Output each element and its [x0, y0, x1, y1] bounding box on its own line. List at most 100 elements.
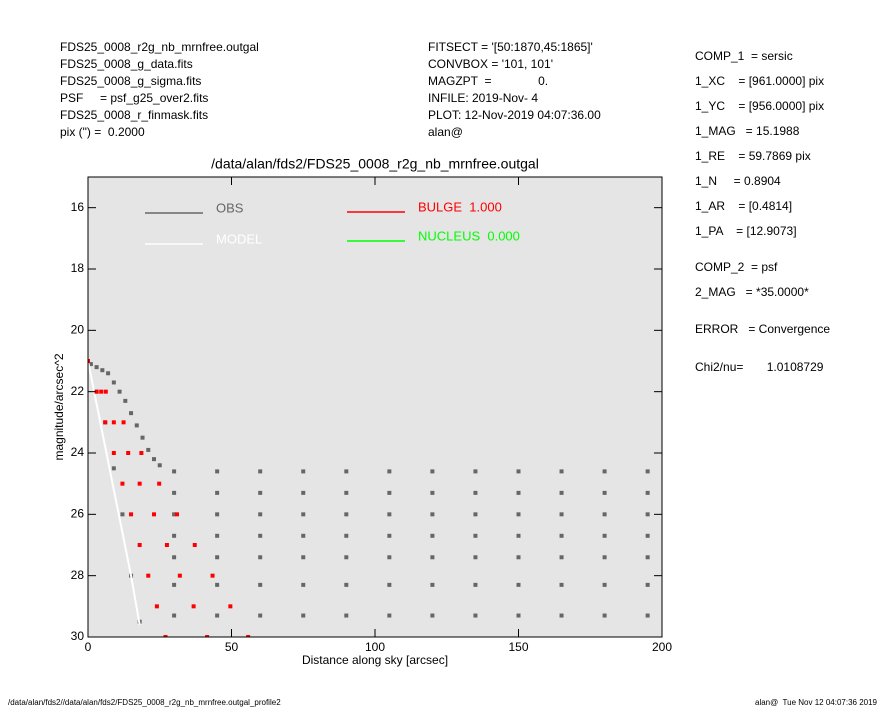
data-point	[88, 359, 90, 363]
data-point	[301, 533, 306, 538]
data-point	[210, 573, 215, 578]
data-point	[516, 533, 521, 538]
data-point	[103, 389, 108, 394]
data-point	[430, 512, 435, 517]
header-right-line: 1_YC = [956.0000] pix	[695, 99, 824, 113]
header-left-line: pix (") = 0.2000	[60, 125, 145, 139]
data-point	[516, 582, 521, 587]
data-point	[301, 512, 306, 517]
header-mid-line: MAGZPT = 0.	[428, 74, 548, 88]
data-point	[602, 582, 607, 587]
data-point	[559, 613, 564, 618]
y-tick-label: 20	[71, 323, 85, 337]
data-point	[430, 582, 435, 587]
data-point	[111, 380, 116, 385]
data-point	[157, 463, 162, 468]
data-point	[139, 451, 144, 455]
data-point	[559, 555, 564, 560]
data-point	[344, 582, 349, 587]
data-point	[344, 469, 349, 474]
data-point	[387, 469, 392, 474]
data-point	[120, 512, 125, 517]
header-right-line: 1_RE = 59.7869 pix	[695, 149, 811, 163]
data-point	[146, 447, 151, 452]
data-point	[516, 613, 521, 618]
x-tick-label: 200	[652, 640, 672, 654]
data-point	[106, 371, 111, 376]
data-point	[645, 490, 650, 495]
header-left-line: PSF = psf_g25_over2.fits	[60, 91, 208, 105]
y-tick-label: 30	[71, 629, 85, 643]
data-point	[430, 613, 435, 618]
data-point	[258, 490, 263, 495]
data-point	[140, 435, 145, 440]
data-point	[137, 481, 142, 486]
plot-area	[88, 359, 650, 637]
data-point	[100, 368, 105, 373]
data-point	[301, 582, 306, 587]
data-point	[120, 481, 125, 486]
data-point	[111, 466, 116, 471]
data-point	[258, 512, 263, 517]
data-point	[387, 613, 392, 618]
y-tick-label: 24	[71, 445, 85, 459]
data-point	[172, 469, 177, 474]
data-point	[99, 389, 104, 394]
header-right-line: ERROR = Convergence	[695, 322, 830, 336]
legend-label: NUCLEUS 0.000	[418, 228, 520, 243]
data-point	[559, 582, 564, 587]
data-point	[163, 635, 168, 637]
data-point	[94, 365, 99, 370]
data-point	[344, 512, 349, 517]
data-point	[344, 555, 349, 560]
data-point	[191, 604, 196, 609]
data-point	[602, 490, 607, 495]
data-point	[516, 555, 521, 560]
x-axis-label: Distance along sky [arcsec]	[302, 653, 448, 667]
header-right-line: Chi2/nu= 1.0108729	[695, 360, 824, 374]
header-left-line: FDS25_0008_g_data.fits	[60, 57, 193, 71]
data-point	[473, 613, 478, 618]
data-point	[645, 613, 650, 618]
data-point	[146, 573, 151, 578]
header-right-line: 2_MAG = *35.0000*	[695, 285, 809, 299]
data-point	[301, 555, 306, 560]
data-point	[172, 613, 177, 618]
data-point	[516, 490, 521, 495]
data-point	[473, 512, 478, 517]
data-point	[172, 533, 177, 538]
data-point	[301, 613, 306, 618]
data-point	[387, 582, 392, 587]
footer-left: /data/alan/fds2//data/alan/fds2/FDS25_00…	[8, 698, 281, 707]
header-right-line: 1_MAG = 15.1988	[695, 124, 800, 138]
data-point	[387, 533, 392, 538]
data-point	[387, 512, 392, 517]
data-point	[602, 512, 607, 517]
header-mid-line: PLOT: 12-Nov-2019 04:07:36.00	[428, 108, 601, 122]
data-point	[602, 469, 607, 474]
header-left-line: FDS25_0008_r_finmask.fits	[60, 108, 208, 122]
data-point	[172, 490, 177, 495]
data-point	[559, 533, 564, 538]
header-right-line: COMP_2 = psf	[695, 260, 778, 274]
y-tick-label: 16	[71, 200, 85, 214]
data-point	[205, 635, 210, 637]
data-point	[215, 582, 220, 587]
data-point	[215, 490, 220, 495]
data-point	[344, 490, 349, 495]
x-tick-label: 50	[225, 640, 239, 654]
data-point	[602, 533, 607, 538]
data-point	[602, 613, 607, 618]
data-point	[152, 457, 157, 462]
header-right-line: COMP_1 = sersic	[695, 49, 793, 63]
data-point	[559, 512, 564, 517]
footer-right: alan@ Tue Nov 12 04:07:36 2019	[755, 698, 878, 707]
legend-label: BULGE 1.000	[418, 199, 502, 214]
data-point	[387, 490, 392, 495]
data-point	[152, 512, 157, 517]
data-point	[111, 451, 116, 455]
y-tick-label: 22	[71, 384, 85, 398]
data-point	[473, 533, 478, 538]
header-mid-line: CONVBOX = '101, 101'	[428, 57, 553, 71]
header-mid-line: FITSECT = '[50:1870,45:1865]'	[428, 40, 593, 54]
